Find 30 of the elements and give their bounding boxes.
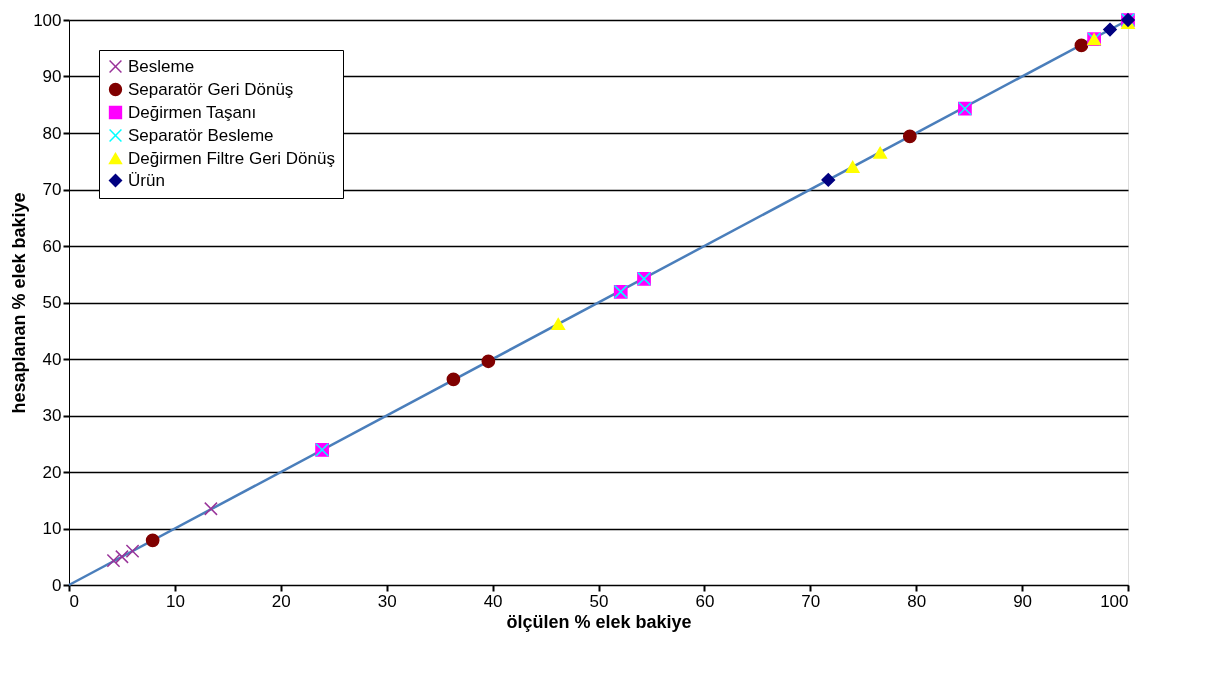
legend-label: Separatör Geri Dönüş xyxy=(128,79,294,99)
y-tick-label: 0 xyxy=(52,575,62,595)
legend-label: Değirmen Taşanı xyxy=(128,102,257,122)
x-tick-label: 70 xyxy=(801,591,821,611)
legend-label: Separatör Besleme xyxy=(128,125,274,145)
x-tick-label: 100 xyxy=(1100,591,1129,611)
x-tick-label: 30 xyxy=(377,591,397,611)
x-tick-label: 80 xyxy=(907,591,927,611)
y-tick-label: 30 xyxy=(42,406,62,425)
y-tick-label: 100 xyxy=(33,10,62,30)
x-tick-label: 40 xyxy=(483,591,503,611)
legend-label: Değirmen Filtre Geri Dönüş xyxy=(128,148,335,168)
legend-label: Besleme xyxy=(128,56,195,76)
y-tick-label: 90 xyxy=(42,67,62,86)
x-tick-label: 0 xyxy=(69,591,79,611)
y-tick-label: 80 xyxy=(42,123,62,143)
y-tick-label: 50 xyxy=(42,293,62,312)
y-tick-label: 10 xyxy=(42,519,62,538)
legend-label: Ürün xyxy=(128,170,165,190)
y-tick-label: 60 xyxy=(42,236,62,256)
x-axis-title: ölçülen % elek bakiye xyxy=(506,611,692,632)
y-tick-label: 40 xyxy=(42,349,62,369)
x-tick-label: 90 xyxy=(1013,591,1033,611)
y-axis-title: hesaplanan % elek bakiye xyxy=(9,192,30,414)
x-tick-label: 20 xyxy=(271,591,291,611)
y-tick-label: 20 xyxy=(42,462,62,482)
x-tick-label: 60 xyxy=(695,591,715,611)
x-tick-label: 10 xyxy=(165,591,185,611)
x-tick-label: 50 xyxy=(589,591,609,611)
y-tick-label: 70 xyxy=(42,180,62,199)
